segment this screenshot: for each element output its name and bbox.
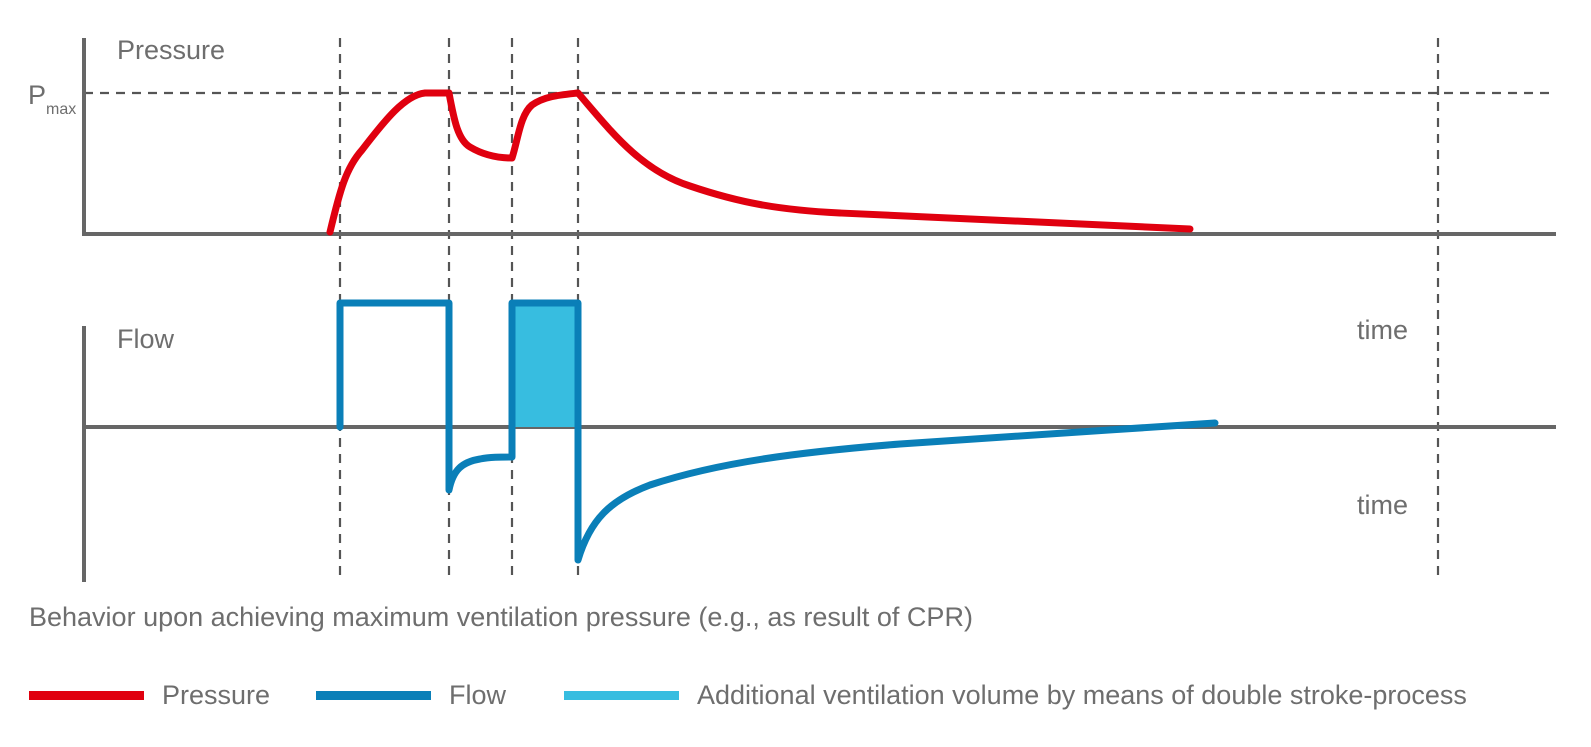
legend-item-flow: Flow	[316, 672, 506, 718]
time-guide-lines	[338, 38, 1440, 578]
legend-swatch-flow	[316, 690, 431, 700]
time-label-top: time	[1357, 315, 1408, 345]
legend-item-additional-volume: Additional ventilation volume by means o…	[564, 672, 1467, 718]
pressure-curve	[326, 89, 1194, 236]
axes	[82, 38, 1556, 582]
pmax-label: P	[28, 80, 46, 110]
flow-axis-label: Flow	[117, 324, 175, 354]
legend-swatch-additional-volume	[564, 690, 679, 700]
legend-swatch-pressure	[29, 690, 144, 700]
legend-label-additional-volume: Additional ventilation volume by means o…	[697, 679, 1467, 710]
time-label-bottom: time	[1357, 490, 1408, 520]
flow-curve	[336, 299, 1219, 564]
pressure-axis-label: Pressure	[117, 35, 225, 65]
additional-volume-area	[512, 303, 578, 427]
legend-label-flow: Flow	[449, 679, 507, 710]
legend-item-pressure: Pressure	[29, 672, 270, 718]
legend-label-pressure: Pressure	[162, 679, 271, 710]
diagram-caption: Behavior upon achieving maximum ventilat…	[29, 602, 973, 632]
legend: Pressure Flow Additional ventilation vol…	[0, 672, 1591, 722]
ventilation-diagram: Pressure Flow P max time time	[28, 35, 1556, 582]
pmax-subscript: max	[46, 101, 76, 118]
